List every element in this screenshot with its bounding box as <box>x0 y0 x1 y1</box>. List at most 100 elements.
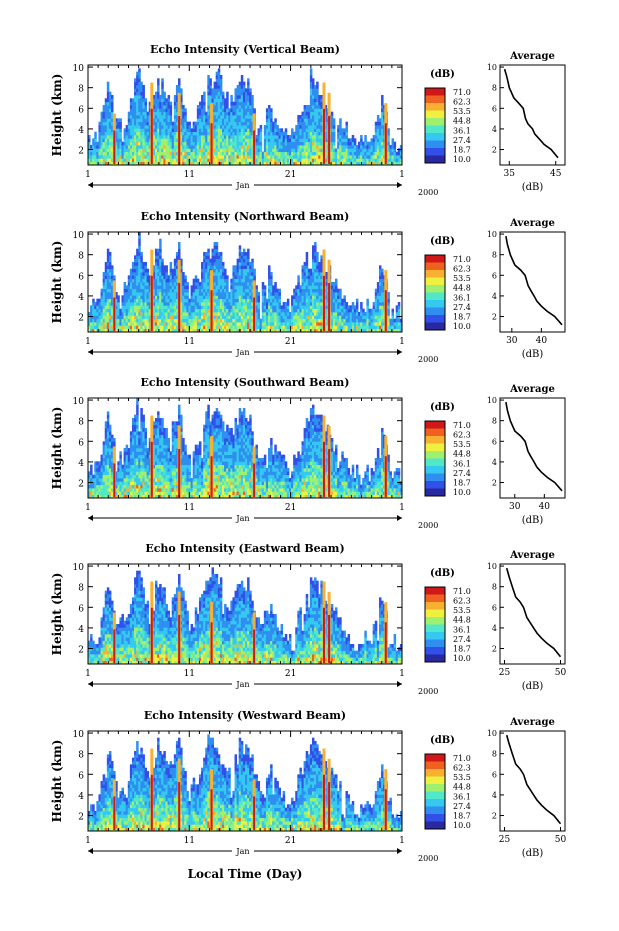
echo-cell <box>131 151 135 156</box>
echo-cell <box>309 115 313 119</box>
echo-cell <box>276 312 279 316</box>
echo-cell <box>152 275 156 280</box>
echo-cell <box>226 305 229 310</box>
echo-cell <box>240 145 244 149</box>
echo-cell <box>257 308 261 313</box>
echo-cell <box>154 285 158 290</box>
echo-cell <box>192 131 196 136</box>
echo-cell <box>159 245 162 250</box>
echo-cell <box>217 278 221 283</box>
colorbar-swatch <box>425 103 445 111</box>
echo-cell <box>121 312 124 316</box>
echo-cell <box>320 105 323 109</box>
echo-cell <box>274 161 277 166</box>
echo-cell <box>232 115 235 119</box>
echo-cell <box>161 158 164 163</box>
echo-cell <box>180 151 183 156</box>
echo-cell <box>102 328 106 333</box>
echo-cell <box>180 282 183 286</box>
echo-cell <box>309 95 313 99</box>
echo-cell <box>198 118 202 123</box>
echo-cell <box>192 141 196 146</box>
echo-cell <box>111 98 114 103</box>
echo-cell <box>274 145 277 149</box>
echo-cell <box>257 315 261 320</box>
echo-cell <box>376 141 380 146</box>
echo-cell <box>238 312 242 316</box>
echo-cell <box>376 125 380 129</box>
echo-cell <box>129 305 133 310</box>
echo-cell <box>175 318 179 323</box>
echo-cell <box>215 125 219 129</box>
echo-cell <box>343 295 346 300</box>
echo-cell <box>129 298 133 303</box>
echo-cell <box>337 151 340 156</box>
echo-cell <box>301 128 305 133</box>
echo-cell <box>249 131 252 136</box>
echo-cell <box>276 151 279 156</box>
echo-cell <box>272 312 275 316</box>
echo-cell <box>274 322 277 326</box>
echo-cell <box>117 128 120 133</box>
echo-cell <box>288 315 292 320</box>
echo-cell <box>213 81 217 86</box>
echo-cell <box>213 161 217 166</box>
echo-cell <box>157 258 160 263</box>
echo-cell <box>232 285 235 290</box>
echo-cell <box>249 262 252 266</box>
echo-cell <box>230 125 233 129</box>
colorbar-swatch <box>425 125 445 134</box>
echo-cell <box>259 161 263 166</box>
echo-cell <box>368 151 371 156</box>
echo-cell <box>134 298 137 303</box>
echo-cell <box>136 71 139 76</box>
echo-cell <box>92 322 95 326</box>
echo-cell <box>198 292 202 296</box>
echo-cell <box>175 292 179 296</box>
echo-cell <box>249 101 252 106</box>
echo-cell <box>159 161 162 166</box>
echo-cell <box>301 328 305 333</box>
echo-cell <box>127 151 131 156</box>
echo-cell <box>274 328 277 333</box>
echo-cell <box>184 318 187 323</box>
echo-cell <box>316 292 319 296</box>
echo-cell <box>358 141 361 146</box>
echo-cell <box>106 282 110 286</box>
echo-cell <box>198 128 202 133</box>
echo-cell <box>140 295 143 300</box>
echo-cell <box>303 312 307 316</box>
echo-cell <box>90 322 93 326</box>
echo-cell <box>320 262 323 266</box>
echo-cell <box>100 125 104 129</box>
echo-cell <box>397 155 401 159</box>
echo-cell <box>92 155 95 159</box>
echo-cell <box>255 295 258 300</box>
echo-cell <box>104 131 108 136</box>
echo-cell <box>90 161 93 166</box>
echo-cell <box>207 108 210 113</box>
echo-cell <box>295 148 298 153</box>
echo-cell <box>213 272 217 276</box>
echo-cell <box>108 275 112 280</box>
echo-cell <box>190 322 194 326</box>
echo-cell <box>305 285 309 290</box>
echo-cell <box>351 141 355 146</box>
echo-cell <box>108 91 112 96</box>
echo-cell <box>154 151 158 156</box>
echo-cell <box>182 138 185 143</box>
echo-cell <box>169 115 173 119</box>
echo-cell <box>297 318 300 323</box>
echo-cell <box>180 285 183 290</box>
echo-cell <box>157 292 160 296</box>
echo-cell <box>221 95 225 99</box>
echo-cell <box>213 155 217 159</box>
echo-cell <box>293 292 296 296</box>
echo-cell <box>240 302 244 306</box>
echo-cell <box>318 131 321 136</box>
echo-cell <box>293 161 296 166</box>
echo-cell <box>303 141 307 146</box>
echo-cell <box>234 272 238 276</box>
echo-cell <box>278 315 281 320</box>
echo-cell <box>307 325 311 330</box>
